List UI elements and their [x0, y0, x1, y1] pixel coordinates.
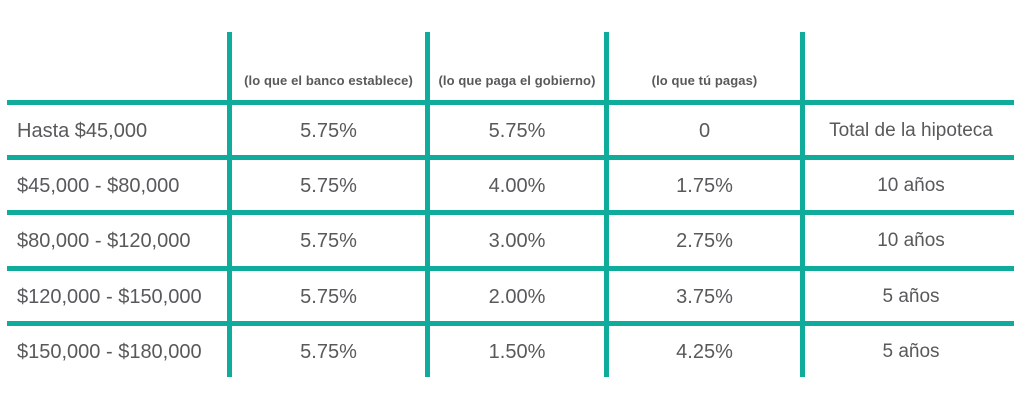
bank-rate-cell: 5.75% [300, 119, 357, 142]
government-rate-cell: 2.00% [488, 285, 546, 308]
row-label: $150,000 - $180,000 [17, 340, 202, 363]
vertical-grid-line-2 [425, 32, 430, 377]
government-rate-cell: 4.00% [488, 174, 546, 197]
vertical-grid-line-1 [227, 32, 232, 377]
user-rate-cell: 2.75% [676, 229, 733, 252]
horizontal-grid-line-3 [7, 210, 1014, 215]
government-rate-cell: 3.00% [488, 229, 546, 252]
row-label: Hasta $45,000 [17, 119, 148, 142]
horizontal-grid-line-1 [7, 100, 1014, 105]
column-header-government-rate: (lo que paga el gobierno) [438, 73, 596, 88]
government-rate-cell: 1.50% [488, 340, 546, 363]
bank-rate-cell: 5.75% [300, 229, 357, 252]
vertical-grid-line-4 [800, 32, 805, 377]
term-cell: 10 años [877, 175, 945, 196]
government-rate-cell: 5.75% [488, 119, 546, 142]
horizontal-grid-line-4 [7, 266, 1014, 271]
horizontal-grid-line-2 [7, 155, 1014, 160]
user-rate-cell: 1.75% [676, 174, 733, 197]
column-header-user-rate: (lo que tú pagas) [651, 73, 758, 88]
row-label: $45,000 - $80,000 [17, 174, 180, 197]
term-cell: Total de la hipoteca [829, 120, 993, 141]
bank-rate-cell: 5.75% [300, 285, 357, 308]
row-label: $120,000 - $150,000 [17, 285, 202, 308]
row-label: $80,000 - $120,000 [17, 229, 191, 252]
user-rate-cell: 3.75% [676, 285, 733, 308]
term-cell: 5 años [882, 286, 940, 307]
term-cell: 5 años [882, 341, 940, 362]
bank-rate-cell: 5.75% [300, 340, 357, 363]
horizontal-grid-line-5 [7, 321, 1014, 326]
column-header-bank-rate: (lo que el banco establece) [244, 73, 413, 88]
user-rate-cell: 4.25% [676, 340, 733, 363]
user-rate-cell: 0 [698, 119, 711, 142]
vertical-grid-line-3 [604, 32, 609, 377]
bank-rate-cell: 5.75% [300, 174, 357, 197]
term-cell: 10 años [877, 230, 945, 251]
